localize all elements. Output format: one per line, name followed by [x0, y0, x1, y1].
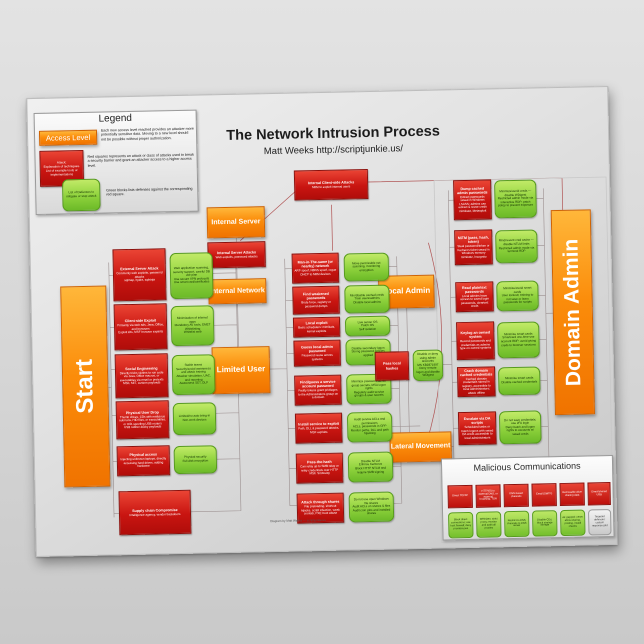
legend-defense-text: Green blocks lists defenses against the … — [106, 186, 193, 197]
node-domain-admin: Domain Admin — [550, 209, 596, 416]
defense-clientside-exploit: Minimization of internet apps Mandatory … — [170, 305, 215, 347]
attack-clientside-exploit: Client-side Exploit Primarily via web ad… — [113, 303, 168, 351]
attack-mitm-network: Man-in-The-same (or nearby) network ARP … — [291, 252, 340, 284]
node-internal-network: Internal Network — [208, 278, 267, 305]
attack-install-service: Install service to exploit Path, DLL & p… — [294, 412, 343, 444]
attack-body: Thumb drives, CDs with malicious autorun… — [119, 413, 166, 430]
attack-guess-admin-password: Guess local admin password Password reus… — [293, 339, 341, 367]
node-internal-server: Internal Server — [206, 206, 266, 239]
malcomm-defense: Air-gapped: never allow sharing, posting… — [560, 509, 586, 537]
attack-body: Primarily via web ads, Java, Office, and… — [117, 322, 164, 335]
malcomm-defense-targeted: Targeted defenses: custom response grid — [587, 508, 612, 536]
defense-keylog: Minimize smart cards Smartcard one-time-… — [497, 321, 540, 359]
legend-heading: Legend — [98, 112, 133, 125]
malcomm-title: Malicious Communications — [473, 460, 581, 473]
attack-pass-the-hash: Pass-the-hash Can relay up to SMB relay … — [295, 452, 344, 484]
malcomm-channel: Email (SMTP) — [531, 483, 557, 507]
attack-mitm-token: MiTM (pass, hash, token) Steal password/… — [454, 229, 493, 266]
defense-physical-access: Physical security Full disk encryption — [173, 445, 218, 475]
defense-external-server: Web application scanning, security suppo… — [169, 252, 214, 300]
attack-service-account-password: Find/guess a service account password Fa… — [294, 374, 342, 406]
defense-weak-passwords: Min/disable cached creds Train users/adm… — [344, 284, 390, 314]
attack-pass-local-hashes: Pass local hashes — [374, 351, 410, 381]
attack-internal-clientside: Internal Client-side Attacks MitM to exp… — [293, 169, 369, 201]
attack-body: Cached domain credentials stored in regi… — [462, 376, 491, 395]
attack-body: Injecting unknown laptops, directly acce… — [120, 456, 167, 469]
attack-body: Path, DLL & password attacks, MSF exploi… — [298, 425, 340, 434]
attack-body: Steal password/token or Kerberos ticket … — [457, 243, 490, 259]
attack-local-exploit: Local exploit Basic schedulers: mimikatz… — [292, 316, 341, 338]
legend-defense-chip: List of Defenses to mitigate or stop att… — [61, 178, 101, 212]
malcomm-channel: Removable drive sharing data — [559, 482, 585, 507]
attack-social-engineering: Social Engineering Directly tricks victi… — [114, 353, 169, 399]
defense-install-service: Audit service ACLs and permissions ACLs,… — [346, 411, 393, 443]
attack-body: Brute force, registry or password dumps — [301, 299, 331, 308]
attack-physical-user-drop: Physical User Drop Thumb drives, CDs wit… — [115, 400, 170, 440]
defense-pass-the-hash: Disable NTLM Enforce Kerberos Block HTTP… — [347, 451, 394, 483]
legend-panel: Legend Access Level Each new access leve… — [33, 109, 199, 215]
defense-crack-cached-credentials: Minimize smart cards Disable cached cred… — [497, 366, 541, 396]
malcomm-defense: Websites: strict proxy; monitor and audi… — [476, 511, 502, 538]
attack-supply-chain: Supply chain Compromise Intelligence age… — [118, 489, 192, 536]
malcomm-defense: Disable CDs; block strange storage — [532, 510, 558, 537]
attack-crack-cached-credentials: Crack domain cached credentials Cached d… — [456, 366, 496, 398]
malcomm-channel: DNS-based channels — [503, 483, 529, 508]
attack-body: Directly tricks victims to run code via … — [119, 370, 164, 386]
attack-body: Basic schedulers: mimikatz, kernel explo… — [298, 324, 336, 333]
attack-external-server: External Server Attack Commonly web expl… — [112, 248, 167, 302]
defense-pass-local-hashes: Disable or deny using admin accounts MS … — [412, 349, 444, 382]
attack-escalate-da-scripts: Escalate via DA scripts Scheduled tasks … — [457, 411, 497, 446]
attack-physical-access: Physical access Injecting unknown laptop… — [116, 445, 171, 477]
attack-body: Commonly web exploits, password attacks … — [116, 270, 163, 283]
defense-mitm-token: Min/prevent cred cache — disable NTLM li… — [495, 229, 538, 264]
attack-body: Local admins have access to saved login … — [460, 293, 489, 308]
attack-body: Password reuse across systems — [301, 352, 333, 361]
attack-body: Scheduled tasks or batch logons with sav… — [461, 424, 494, 440]
defense-social-engineering: Stable teams Security/social awareness a… — [171, 354, 216, 396]
defense-dump-cached-passwords: Minimize/avoid creds — disable WDigest R… — [494, 179, 537, 219]
malcomm-channel: Direct/shared USB — [587, 481, 611, 506]
defense-physical-user-drop: Limited/no auto bring-in Non-work device… — [172, 402, 217, 436]
attack-body: Intelligence agency, vendor backdoors — [129, 511, 181, 517]
attack-keylog: Keylog an owned system Record passwords … — [456, 321, 495, 361]
attack-body: Record passwords and credentials as admi… — [459, 338, 492, 351]
attack-internal-server: Internal Server Attacks Web exploits, pa… — [207, 241, 266, 269]
defense-local-exploit: Live server OS Patch OS Self isolation — [344, 315, 391, 337]
defense-escalate-da-scripts: Do not save credentials; use 2FA login D… — [498, 410, 542, 445]
malcomm-channel: HTTP(S) to external DNS, or external bro… — [475, 484, 501, 508]
legend-attack-text: Red squares represents an attack or clas… — [87, 152, 195, 168]
attack-body: File preloading, shortcut hijacks, scrip… — [301, 504, 340, 516]
attack-body: Extract passwords saved in Windows LSASS… — [458, 194, 487, 213]
page-title: The Network Intrusion Process — [226, 123, 440, 144]
attack-body: Faulty tokens grant privileges to the Ad… — [297, 388, 339, 400]
legend-access-text: Each new access level reached provides a… — [100, 126, 194, 142]
attack-read-plaintext-passwords: Read plaintext passwords Local admins ha… — [455, 281, 494, 313]
attack-title: Pass local hashes — [383, 361, 401, 371]
attack-body: Web exploits, password attacks — [215, 254, 258, 260]
malcomm-channel: Direct TCP/IP — [447, 484, 473, 509]
node-start: Start — [60, 285, 111, 488]
malicious-communications-panel: Malicious Communications Direct TCP/IP H… — [440, 454, 615, 541]
page-subtitle: Matt Weeks http://scriptjunkie.us/ — [263, 143, 404, 158]
node-limited-user: Limited User — [211, 346, 271, 395]
attack-body: ARP spoof, NBNS spoof, rogue DHCP to Mit… — [294, 267, 337, 277]
malcomm-defense: Restrict to DNS channels to DNS server — [504, 510, 530, 538]
legend-access-level-chip: Access Level — [38, 129, 98, 146]
poster: Legend Access Level Each new access leve… — [26, 85, 618, 558]
attack-body: Can relay up to SMB relay or relay crede… — [300, 464, 339, 476]
defense-mitm-network: Move permissible net scanning, monitorin… — [343, 252, 390, 282]
attack-weak-passwords: Find weakened passwords Brute force, reg… — [292, 285, 340, 315]
attack-body: MitM to exploit internal users — [312, 184, 351, 190]
defense-read-plaintext-passwords: Minimize/avoid smart cards User lockout;… — [496, 280, 539, 312]
attack-dump-cached-passwords: Dump cached admin passwords Extract pass… — [453, 179, 492, 221]
